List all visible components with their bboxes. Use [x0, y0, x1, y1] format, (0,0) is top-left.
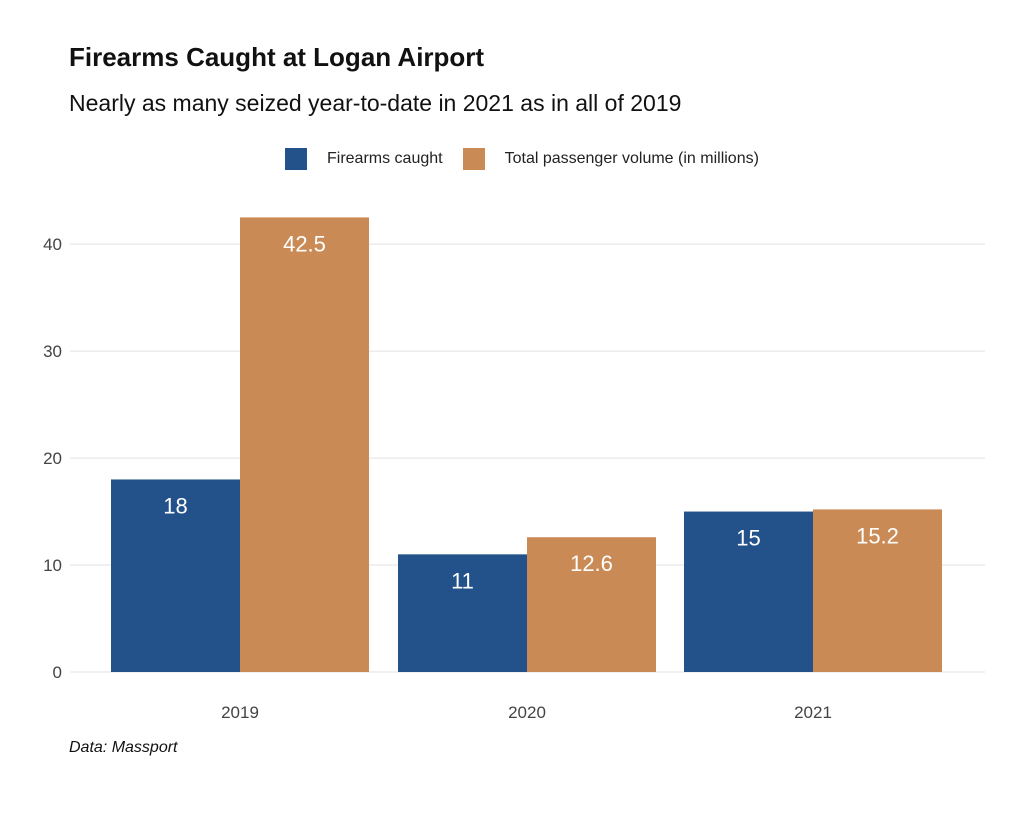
axis-labels: 0 10 20 30 40 2019 2020 2021: [43, 235, 832, 722]
bar: [111, 479, 240, 672]
legend-swatch-passengers: [462, 148, 485, 170]
y-tick-label: 40: [43, 235, 62, 254]
legend-label-passengers: Total passenger volume (in millions): [504, 150, 759, 167]
bars: [111, 217, 942, 673]
y-tick-label: 20: [43, 449, 62, 468]
bar: [684, 511, 813, 672]
value-labels: 18 42.5 11 12.6 15 15.2: [163, 231, 899, 593]
bar-value-label: 12.6: [570, 551, 613, 576]
y-tick-label: 10: [43, 556, 62, 575]
chart-subtitle: Nearly as many seized year-to-date in 20…: [69, 90, 682, 116]
x-tick-label: 2019: [221, 703, 259, 722]
legend-swatch-firearms: [285, 148, 307, 170]
x-tick-label: 2021: [794, 703, 832, 722]
legend-label-firearms: Firearms caught: [327, 150, 443, 167]
y-tick-label: 0: [53, 663, 62, 682]
legend-item-firearms: Firearms caught: [285, 148, 443, 170]
bar: [398, 554, 527, 672]
bar: [240, 217, 369, 673]
bar-value-label: 11: [451, 568, 474, 593]
bar-value-label: 18: [163, 493, 187, 518]
x-tick-label: 2020: [508, 703, 546, 722]
chart-title: Firearms Caught at Logan Airport: [69, 42, 485, 72]
bar-value-label: 15.2: [856, 523, 899, 548]
source-caption: Data: Massport: [69, 739, 178, 756]
legend-item-passengers: Total passenger volume (in millions): [462, 148, 759, 170]
y-tick-label: 30: [43, 342, 62, 361]
bar: [527, 537, 656, 672]
legend: Firearms caught Total passenger volume (…: [285, 148, 779, 170]
bar-value-label: 42.5: [283, 231, 326, 256]
bar: [813, 509, 942, 672]
bar-value-label: 15: [736, 526, 760, 551]
